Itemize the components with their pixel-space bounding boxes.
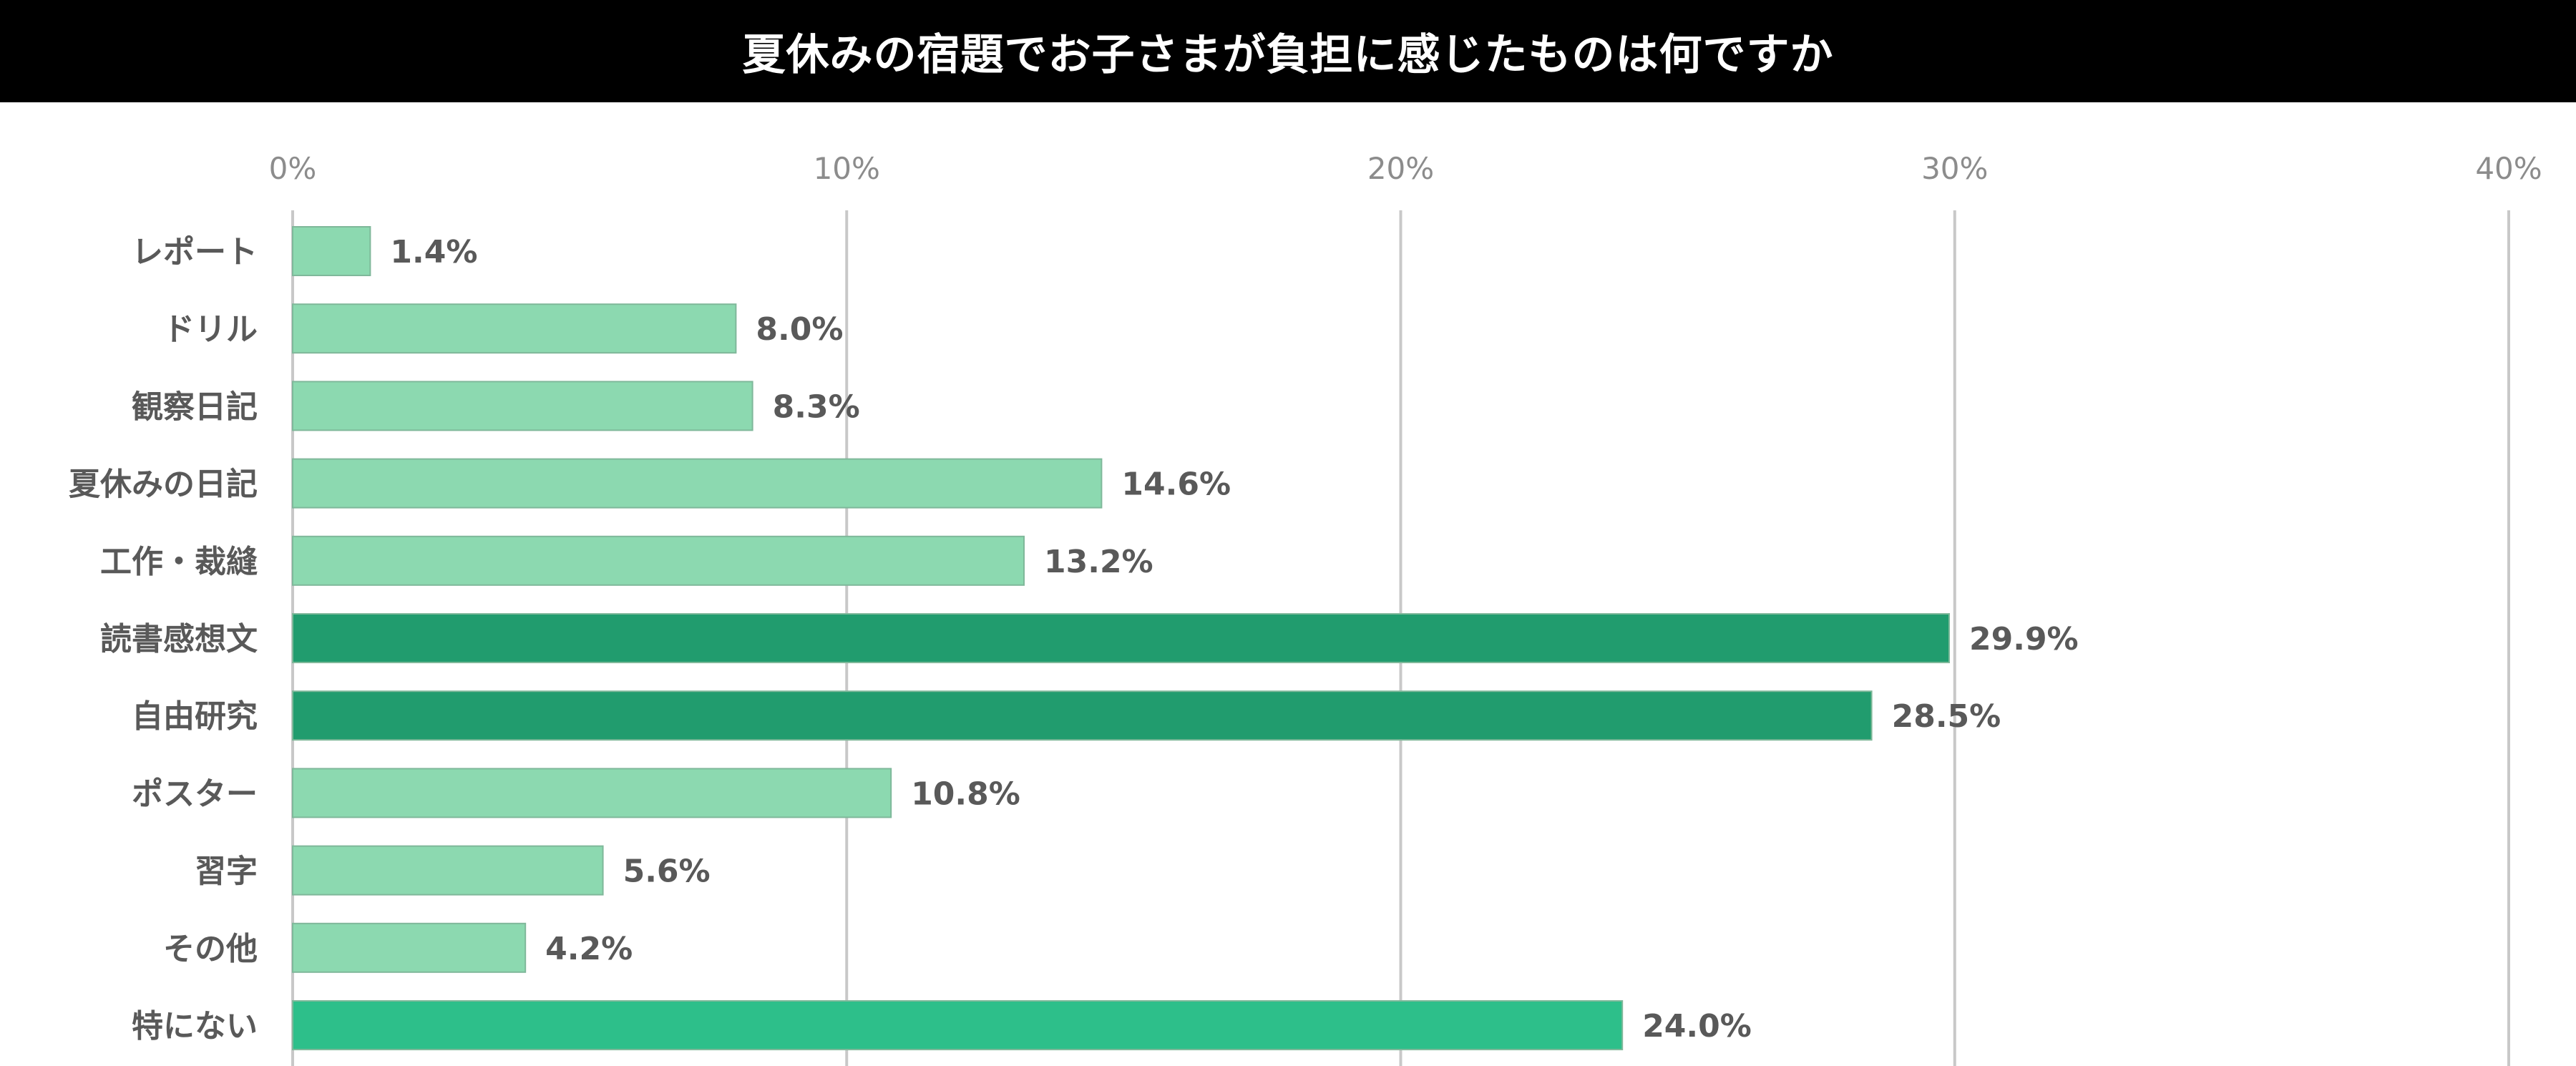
value-label: 4.2% <box>545 931 633 967</box>
bar <box>292 845 604 896</box>
x-tick-label: 0% <box>269 151 317 186</box>
category-label: レポート <box>132 234 258 270</box>
chart-title-bar: 夏休みの宿題でお子さまが負担に感じたものは何ですか <box>0 0 2576 102</box>
bar <box>292 458 1103 509</box>
value-label: 1.4% <box>390 234 477 270</box>
bar <box>292 768 892 818</box>
category-label: 自由研究 <box>132 698 258 735</box>
bar <box>292 1000 1624 1050</box>
bar <box>292 381 753 431</box>
bar <box>292 613 1951 663</box>
category-label: 習字 <box>195 854 258 890</box>
value-label: 29.9% <box>1969 621 2079 657</box>
bar <box>292 226 371 276</box>
value-label: 8.3% <box>773 388 860 425</box>
value-label: 28.5% <box>1892 698 2001 735</box>
x-tick-label: 20% <box>1367 151 1434 186</box>
x-tick-label: 10% <box>814 151 880 186</box>
value-label: 8.0% <box>756 311 843 348</box>
bar <box>292 690 1873 741</box>
category-label: 観察日記 <box>132 388 258 425</box>
bar <box>292 922 527 973</box>
bar <box>292 303 737 354</box>
category-label: その他 <box>163 931 258 967</box>
category-label: 工作・裁縫 <box>100 544 258 580</box>
category-label: ドリル <box>163 311 258 348</box>
value-label: 14.6% <box>1121 466 1231 503</box>
category-label: ポスター <box>132 776 258 812</box>
value-label: 5.6% <box>623 854 711 890</box>
value-label: 24.0% <box>1642 1008 1752 1045</box>
chart-title: 夏休みの宿題でお子さまが負担に感じたものは何ですか <box>742 30 1834 80</box>
bar <box>292 535 1025 586</box>
x-tick-label: 40% <box>2475 151 2542 186</box>
category-label: 読書感想文 <box>100 621 258 657</box>
category-label: 夏休みの日記 <box>69 466 258 503</box>
x-tick-label: 30% <box>1921 151 1988 186</box>
category-label: 特にない <box>132 1008 258 1045</box>
value-label: 10.8% <box>911 776 1020 812</box>
value-label: 13.2% <box>1044 544 1153 580</box>
